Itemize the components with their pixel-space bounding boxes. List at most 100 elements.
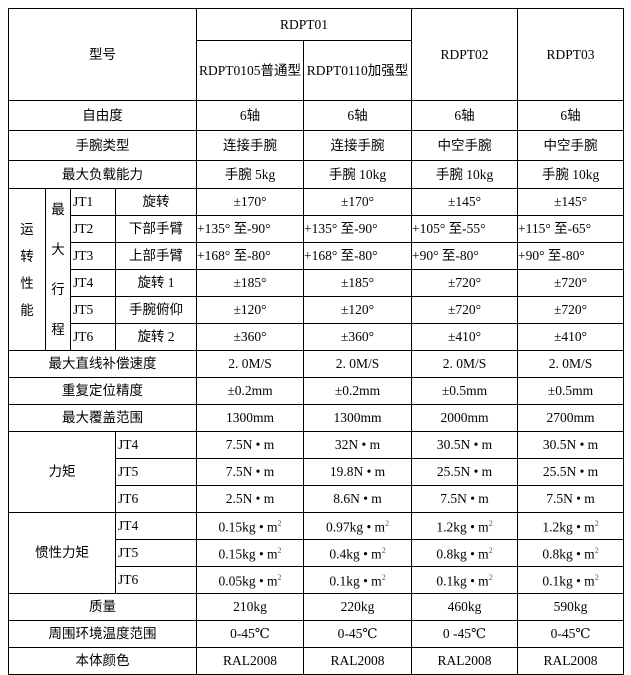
inertia-label: 惯性力矩: [8, 512, 116, 594]
value-text: 0.15kg • m: [218, 546, 278, 562]
value-cell: 0.8kg • m2: [517, 539, 625, 567]
value-cell: +135° 至-90°: [196, 215, 304, 243]
value-cell: 2. 0M/S: [196, 350, 304, 378]
model-header: RDPT0110加强型: [302, 40, 413, 101]
joint-name: 旋转 2: [115, 323, 197, 351]
value-cell: ±145°: [411, 188, 519, 216]
value-cell: 7.5N • m: [196, 431, 304, 459]
value-cell: ±185°: [302, 269, 413, 297]
joint-label: JT4: [70, 269, 116, 297]
value-text: 25.5N • m: [436, 464, 493, 479]
squared-exponent: 2: [594, 546, 599, 556]
value-cell: 32N • m: [302, 431, 413, 459]
joint-name: 旋转: [115, 188, 197, 216]
value-cell: 0.15kg • m2: [196, 512, 304, 540]
reach-row: 最大覆盖范围 1300mm 1300mm 2000mm 2700mm: [8, 404, 625, 432]
value-cell: 中空手腕: [517, 130, 625, 161]
value-cell: 0-45℃: [517, 620, 625, 648]
value-cell: ±720°: [517, 296, 625, 324]
value-text: 0.1kg • m: [542, 573, 595, 589]
value-cell: +105° 至-55°: [411, 215, 519, 243]
value-cell: ±360°: [302, 323, 413, 351]
row-label: 自由度: [8, 100, 197, 131]
value-cell: 30.5N • m: [411, 431, 519, 459]
value-cell: 1300mm: [196, 404, 304, 432]
value-text: 7.5N • m: [225, 437, 275, 452]
value-cell: 1.2kg • m2: [411, 512, 519, 540]
value-text: 0.05kg • m: [218, 573, 278, 589]
motion-row: JT2 下部手臂 +135° 至-90° +135° 至-90° +105° 至-55°…: [9, 215, 625, 243]
joint-label: JT6: [70, 323, 116, 351]
value-text: 32N • m: [334, 437, 381, 452]
value-cell: ±0.5mm: [517, 377, 625, 405]
joint-name: 旋转 1: [115, 269, 197, 297]
value-cell: 590kg: [517, 593, 625, 621]
row-label: 本体颜色: [8, 647, 197, 675]
value-cell: ±120°: [302, 296, 413, 324]
value-text: 8.6N • m: [333, 491, 382, 506]
row-label: 重复定位精度: [8, 377, 197, 405]
value-cell: 6轴: [302, 100, 413, 131]
motion-label: 运转性能: [20, 221, 34, 318]
header-row: RDPT0105普通型 RDPT0110加强型: [9, 40, 624, 101]
value-cell: +135° 至-90°: [302, 215, 413, 243]
value-cell: 2700mm: [517, 404, 625, 432]
spec-table: 型号 RDPT01 RDPT02 RDPT03 RDPT0105普通型 RDPT…: [8, 8, 625, 675]
value-cell: 2. 0M/S: [517, 350, 625, 378]
model-header: RDPT03: [517, 8, 625, 101]
value-text: 0.8kg • m: [542, 546, 595, 562]
mass-row: 质量 210kg 220kg 460kg 590kg: [8, 593, 625, 621]
color-row: 本体颜色 RAL2008 RAL2008 RAL2008 RAL2008: [8, 647, 625, 675]
motion-row: 运转性能 最大行程 JT1 旋转 ±170° ±170° ±145° ±145°: [8, 188, 625, 351]
value-cell: 460kg: [411, 593, 519, 621]
value-cell: 0.8kg • m2: [411, 539, 519, 567]
value-cell: 手腕 10kg: [302, 160, 413, 189]
joint-label: JT1: [70, 188, 116, 216]
value-cell: RAL2008: [302, 647, 413, 675]
value-cell: 0-45℃: [302, 620, 413, 648]
speed-row: 最大直线补偿速度 2. 0M/S 2. 0M/S 2. 0M/S 2. 0M/S: [8, 350, 625, 378]
model-header: RDPT0105普通型: [196, 40, 304, 101]
inertia-row: JT5 0.15kg • m2 0.4kg • m2 0.8kg • m2 0.8kg …: [9, 539, 625, 567]
stroke-label-cell: 最大行程: [45, 188, 71, 351]
value-cell: 0-45℃: [196, 620, 304, 648]
value-cell: 0 -45℃: [411, 620, 519, 648]
dof-row: 自由度 6轴 6轴 6轴 6轴: [8, 100, 625, 131]
squared-exponent: 2: [277, 573, 282, 583]
inertia-row: 惯性力矩 JT4 0.15kg • m2 0.97kg • m2 1.2kg • m2 1…: [8, 512, 625, 594]
motion-label-cell: 运转性能: [8, 188, 46, 351]
value-cell: 6轴: [517, 100, 625, 131]
value-text: 19.8N • m: [329, 464, 386, 479]
value-cell: 0.4kg • m2: [302, 539, 413, 567]
value-cell: +168° 至-80°: [302, 242, 413, 270]
joint-label: JT5: [70, 296, 116, 324]
value-cell: 7.5N • m: [196, 458, 304, 486]
value-text: 7.5N • m: [440, 491, 489, 506]
value-cell: ±720°: [517, 269, 625, 297]
value-cell: ±720°: [411, 269, 519, 297]
row-label: 最大覆盖范围: [8, 404, 197, 432]
torque-row: JT5 7.5N • m 19.8N • m 25.5N • m 25.5N • m: [9, 458, 625, 486]
value-cell: RAL2008: [517, 647, 625, 675]
squared-exponent: 2: [488, 519, 493, 529]
value-cell: 19.8N • m: [302, 458, 413, 486]
value-cell: ±410°: [517, 323, 625, 351]
max-load-row: 最大负载能力 手腕 5kg 手腕 10kg 手腕 10kg 手腕 10kg: [8, 160, 625, 189]
wrist-type-row: 手腕类型 连接手腕 连接手腕 中空手腕 中空手腕: [8, 130, 625, 161]
row-label: 质量: [8, 593, 197, 621]
value-cell: 6轴: [411, 100, 519, 131]
value-cell: 7.5N • m: [517, 485, 625, 513]
value-text: 0.8kg • m: [436, 546, 489, 562]
value-cell: +115° 至-65°: [517, 215, 625, 243]
value-text: 2.5N • m: [225, 491, 275, 506]
value-text: 7.5N • m: [225, 464, 275, 479]
value-text: 0.1kg • m: [329, 573, 382, 589]
torque-label: 力矩: [8, 431, 116, 513]
torque-row: 力矩 JT4 7.5N • m 32N • m 30.5N • m 30.5N • m: [8, 431, 625, 513]
value-text: 1.2kg • m: [542, 519, 595, 535]
value-text: 7.5N • m: [546, 491, 595, 506]
value-cell: 25.5N • m: [517, 458, 625, 486]
value-cell: +168° 至-80°: [196, 242, 304, 270]
value-cell: 2000mm: [411, 404, 519, 432]
joint-label: JT4: [115, 512, 197, 540]
